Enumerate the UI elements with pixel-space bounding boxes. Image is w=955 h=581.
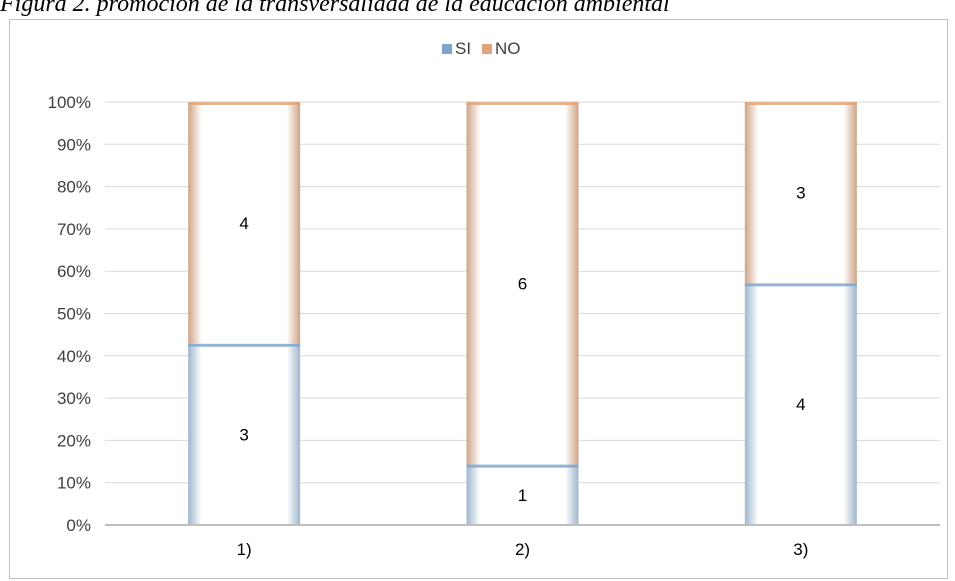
data-label: 4 <box>796 395 805 414</box>
legend-label-si: SI <box>455 39 471 58</box>
bars <box>188 102 857 525</box>
bar-no-1 <box>188 102 301 344</box>
legend-label-no: NO <box>495 39 521 58</box>
bar-edge <box>466 102 579 105</box>
chart-frame: 3 4 1 6 4 3 0% 10% 20% 30% 40% 50% 60% 70% 80% 90% 100%… <box>9 19 948 579</box>
y-tick-label: 10% <box>57 474 91 493</box>
legend: SI NO <box>442 39 521 58</box>
y-tick-label: 20% <box>57 431 91 450</box>
axes: 0% 10% 20% 30% 40% 50% 60% 70% 80% 90% 100% 1) 2) 3) <box>48 93 940 559</box>
bar-edge <box>188 102 301 105</box>
stacked-bar-chart: 3 4 1 6 4 3 0% 10% 20% 30% 40% 50% 60% 70% 80% 90% 100%… <box>48 39 940 559</box>
figure-caption: Figura 2. promoción de la transversalida… <box>0 0 670 17</box>
x-category-label: 3) <box>793 540 808 559</box>
legend-swatch-no <box>482 44 492 54</box>
bar-edge <box>466 464 579 468</box>
data-label: 4 <box>239 214 248 233</box>
y-tick-label: 60% <box>57 262 91 281</box>
data-label: 6 <box>518 274 527 293</box>
data-label: 3 <box>796 184 805 203</box>
y-tick-label: 30% <box>57 389 91 408</box>
y-tick-label: 40% <box>57 347 91 366</box>
bar-edge <box>744 283 857 287</box>
y-tick-label: 80% <box>57 178 91 197</box>
bar-si-1 <box>188 343 301 525</box>
x-category-label: 2) <box>515 540 530 559</box>
data-label: 1 <box>518 486 527 505</box>
x-category-label: 1) <box>237 540 252 559</box>
y-tick-label: 70% <box>57 220 91 239</box>
bar-edge <box>744 102 857 105</box>
legend-swatch-si <box>442 44 452 54</box>
bar-si-2 <box>466 464 579 525</box>
bar-no-3 <box>744 102 857 284</box>
y-tick-label: 0% <box>66 516 91 535</box>
y-tick-label: 50% <box>57 305 91 324</box>
bar-si-3 <box>744 283 857 525</box>
bar-edge <box>188 343 301 347</box>
bar-no-2 <box>466 102 579 465</box>
y-tick-label: 100% <box>48 93 91 112</box>
data-labels: 3 4 1 6 4 3 <box>239 184 805 505</box>
y-tick-label: 90% <box>57 135 91 154</box>
data-label: 3 <box>239 425 248 444</box>
